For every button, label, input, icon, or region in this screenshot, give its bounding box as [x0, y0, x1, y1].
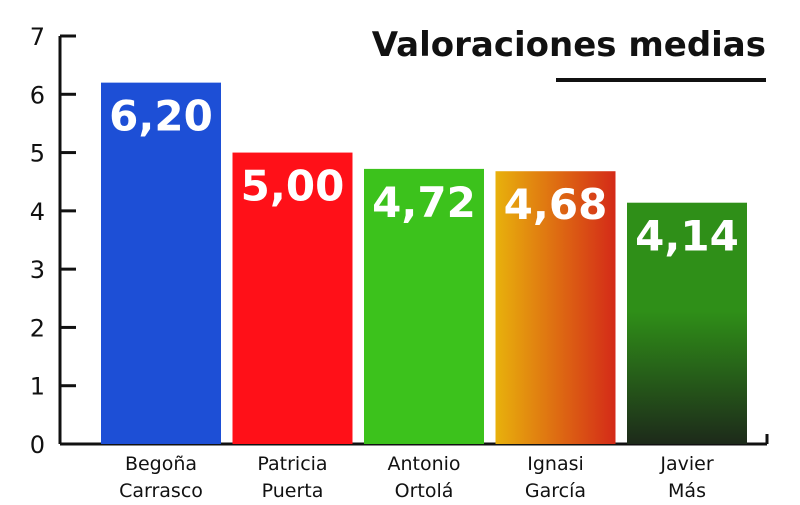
y-tick-label: 4 [30, 198, 45, 226]
category-label: Puerta [262, 480, 324, 502]
y-tick-label: 0 [30, 431, 45, 459]
category-label: García [525, 480, 586, 502]
y-tick-label: 3 [30, 256, 45, 284]
chart-title-group: Valoraciones medias [372, 25, 766, 82]
bar [232, 152, 353, 445]
category-label: Ortolá [395, 480, 454, 502]
data-label: 5,00 [241, 162, 345, 211]
y-tick-label: 1 [30, 373, 45, 401]
bar [627, 202, 747, 444]
bar [364, 168, 484, 445]
y-tick-label: 2 [30, 314, 45, 342]
bar [101, 82, 221, 444]
data-label: 4,72 [372, 178, 476, 227]
category-label: Javier [659, 453, 713, 475]
chart-title: Valoraciones medias [372, 25, 766, 65]
category-label: Antonio [387, 453, 460, 475]
category-label: Más [668, 480, 706, 502]
y-tick-label: 6 [30, 81, 45, 109]
y-tick-label: 7 [30, 23, 45, 51]
bar [495, 171, 616, 445]
y-tick-label: 5 [30, 140, 45, 168]
category-label: Carrasco [119, 480, 203, 502]
category-label: Patricia [257, 453, 327, 475]
category-label: Ignasi [527, 453, 584, 475]
data-label: 6,20 [109, 92, 213, 141]
data-label: 4,68 [504, 180, 608, 229]
category-label: Begoña [125, 453, 197, 475]
bars [101, 82, 747, 445]
category-labels: Begoña Carrasco Patricia Puerta Antonio Ortol… [119, 453, 714, 502]
value-labels: 6,20 5,00 4,72 4,68 4,14 [109, 92, 739, 261]
data-label: 4,14 [635, 212, 739, 261]
